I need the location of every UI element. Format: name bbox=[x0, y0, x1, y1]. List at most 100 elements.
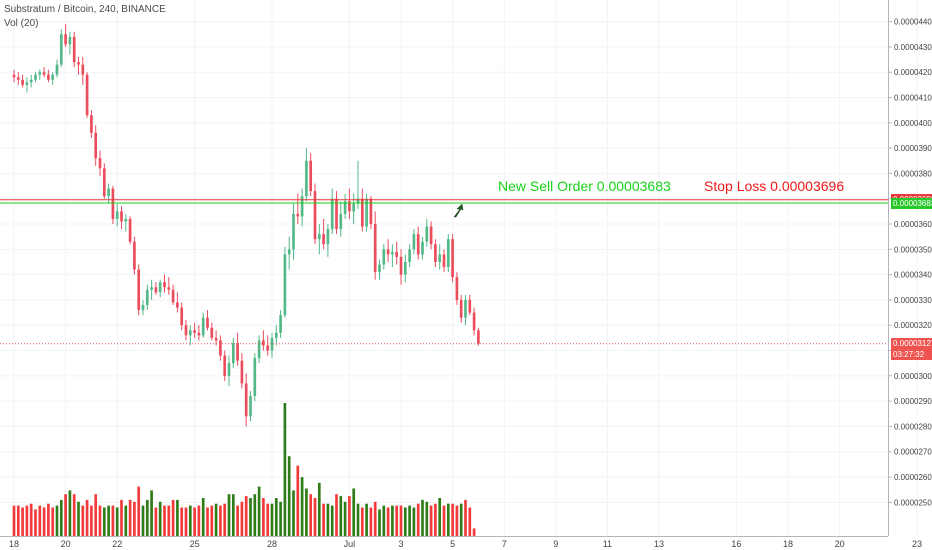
volume-bar bbox=[421, 499, 424, 536]
volume-bar bbox=[171, 499, 175, 536]
volume-bars bbox=[12, 403, 476, 536]
candle-body bbox=[47, 74, 50, 80]
volume-bar bbox=[253, 494, 257, 536]
volume-bar bbox=[72, 494, 76, 536]
time-tick-label: 5 bbox=[450, 539, 455, 549]
volume-bar bbox=[335, 494, 338, 536]
sell-order-annotation: New Sell Order 0.00003683 bbox=[498, 178, 671, 194]
candle-body bbox=[292, 213, 295, 250]
volume-bar bbox=[459, 503, 463, 536]
volume-bar bbox=[47, 503, 50, 536]
candle-body bbox=[283, 254, 287, 316]
candle-body bbox=[365, 198, 368, 227]
volume-bar bbox=[124, 505, 128, 536]
candle-body bbox=[193, 330, 196, 333]
volume-indicator-label[interactable]: Vol (20) bbox=[4, 18, 39, 29]
candle-body bbox=[472, 312, 476, 331]
volume-bar bbox=[64, 494, 67, 536]
candle-body bbox=[34, 74, 37, 80]
candle-body bbox=[197, 332, 201, 336]
volume-bar bbox=[55, 505, 59, 536]
candle-body bbox=[425, 226, 429, 242]
candle-body bbox=[51, 74, 55, 80]
candle-body bbox=[391, 251, 394, 255]
time-tick-label: 18 bbox=[783, 539, 793, 549]
candle-body bbox=[210, 327, 214, 338]
candle-body bbox=[128, 218, 132, 242]
volume-bar bbox=[395, 505, 399, 536]
volume-bar bbox=[468, 507, 472, 536]
symbol-title: Substratum / Bitcoin, 240, BINANCE bbox=[4, 4, 166, 15]
candle-body bbox=[120, 211, 123, 222]
candle-body bbox=[29, 79, 33, 83]
volume-bar bbox=[283, 403, 287, 536]
volume-bar bbox=[352, 488, 356, 536]
volume-bar bbox=[408, 505, 411, 536]
candle-body bbox=[459, 299, 463, 318]
candle-body bbox=[468, 299, 472, 313]
volume-bar bbox=[262, 498, 265, 536]
volume-bar bbox=[360, 507, 364, 536]
volume-bar bbox=[446, 503, 450, 536]
time-tick-label: 20 bbox=[61, 539, 71, 549]
volume-bar bbox=[12, 505, 16, 536]
volume-bar bbox=[274, 498, 278, 536]
candle-body bbox=[279, 315, 282, 333]
candle-body bbox=[158, 282, 162, 293]
volume-bar bbox=[201, 498, 205, 536]
candle-body bbox=[154, 287, 158, 293]
candle-body bbox=[98, 158, 102, 169]
volume-bar bbox=[373, 501, 377, 536]
volume-bar bbox=[120, 499, 123, 536]
price-tick-label: 0.00004400 bbox=[894, 18, 932, 27]
volume-bar bbox=[77, 501, 80, 536]
volume-bar bbox=[339, 496, 343, 536]
candle-body bbox=[399, 256, 403, 275]
time-tick-label: 23 bbox=[912, 539, 922, 549]
volume-bar bbox=[51, 507, 55, 536]
volume-bar bbox=[296, 465, 300, 536]
volume-bar bbox=[326, 503, 330, 536]
candle-body bbox=[382, 249, 386, 265]
volume-bar bbox=[193, 507, 196, 536]
volume-bar bbox=[279, 501, 282, 536]
volume-bar bbox=[141, 505, 145, 536]
candle-body bbox=[442, 254, 446, 268]
candle-body bbox=[262, 340, 265, 346]
candle-body bbox=[188, 330, 192, 336]
last-price-badge: 0.00003127 bbox=[891, 338, 932, 350]
volume-bar bbox=[21, 507, 24, 536]
candle-body bbox=[68, 36, 72, 45]
candle-body bbox=[464, 299, 467, 318]
candle-body bbox=[296, 213, 300, 217]
volume-bar bbox=[231, 494, 235, 536]
time-axis[interactable]: 18 20 22 25 28 Jul 3 5 7 9 11 13 16 18 20 23 bbox=[0, 536, 922, 550]
volume-bar bbox=[416, 503, 420, 536]
candle-body bbox=[176, 302, 179, 308]
volume-bar bbox=[94, 494, 98, 536]
candle-body bbox=[244, 383, 248, 417]
candlesticks bbox=[12, 24, 480, 427]
candle-body bbox=[64, 34, 67, 45]
volume-bar bbox=[300, 477, 304, 536]
candle-body bbox=[180, 307, 184, 326]
volume-bar bbox=[137, 486, 141, 536]
volume-bar bbox=[115, 507, 119, 536]
candle-body bbox=[236, 342, 239, 361]
volume-bar bbox=[85, 499, 89, 536]
volume-bar bbox=[365, 503, 368, 536]
volume-bar bbox=[244, 496, 248, 536]
volume-bar bbox=[270, 503, 274, 536]
volume-bar bbox=[214, 503, 218, 536]
candle-body bbox=[201, 317, 205, 336]
candle-body bbox=[107, 188, 110, 197]
